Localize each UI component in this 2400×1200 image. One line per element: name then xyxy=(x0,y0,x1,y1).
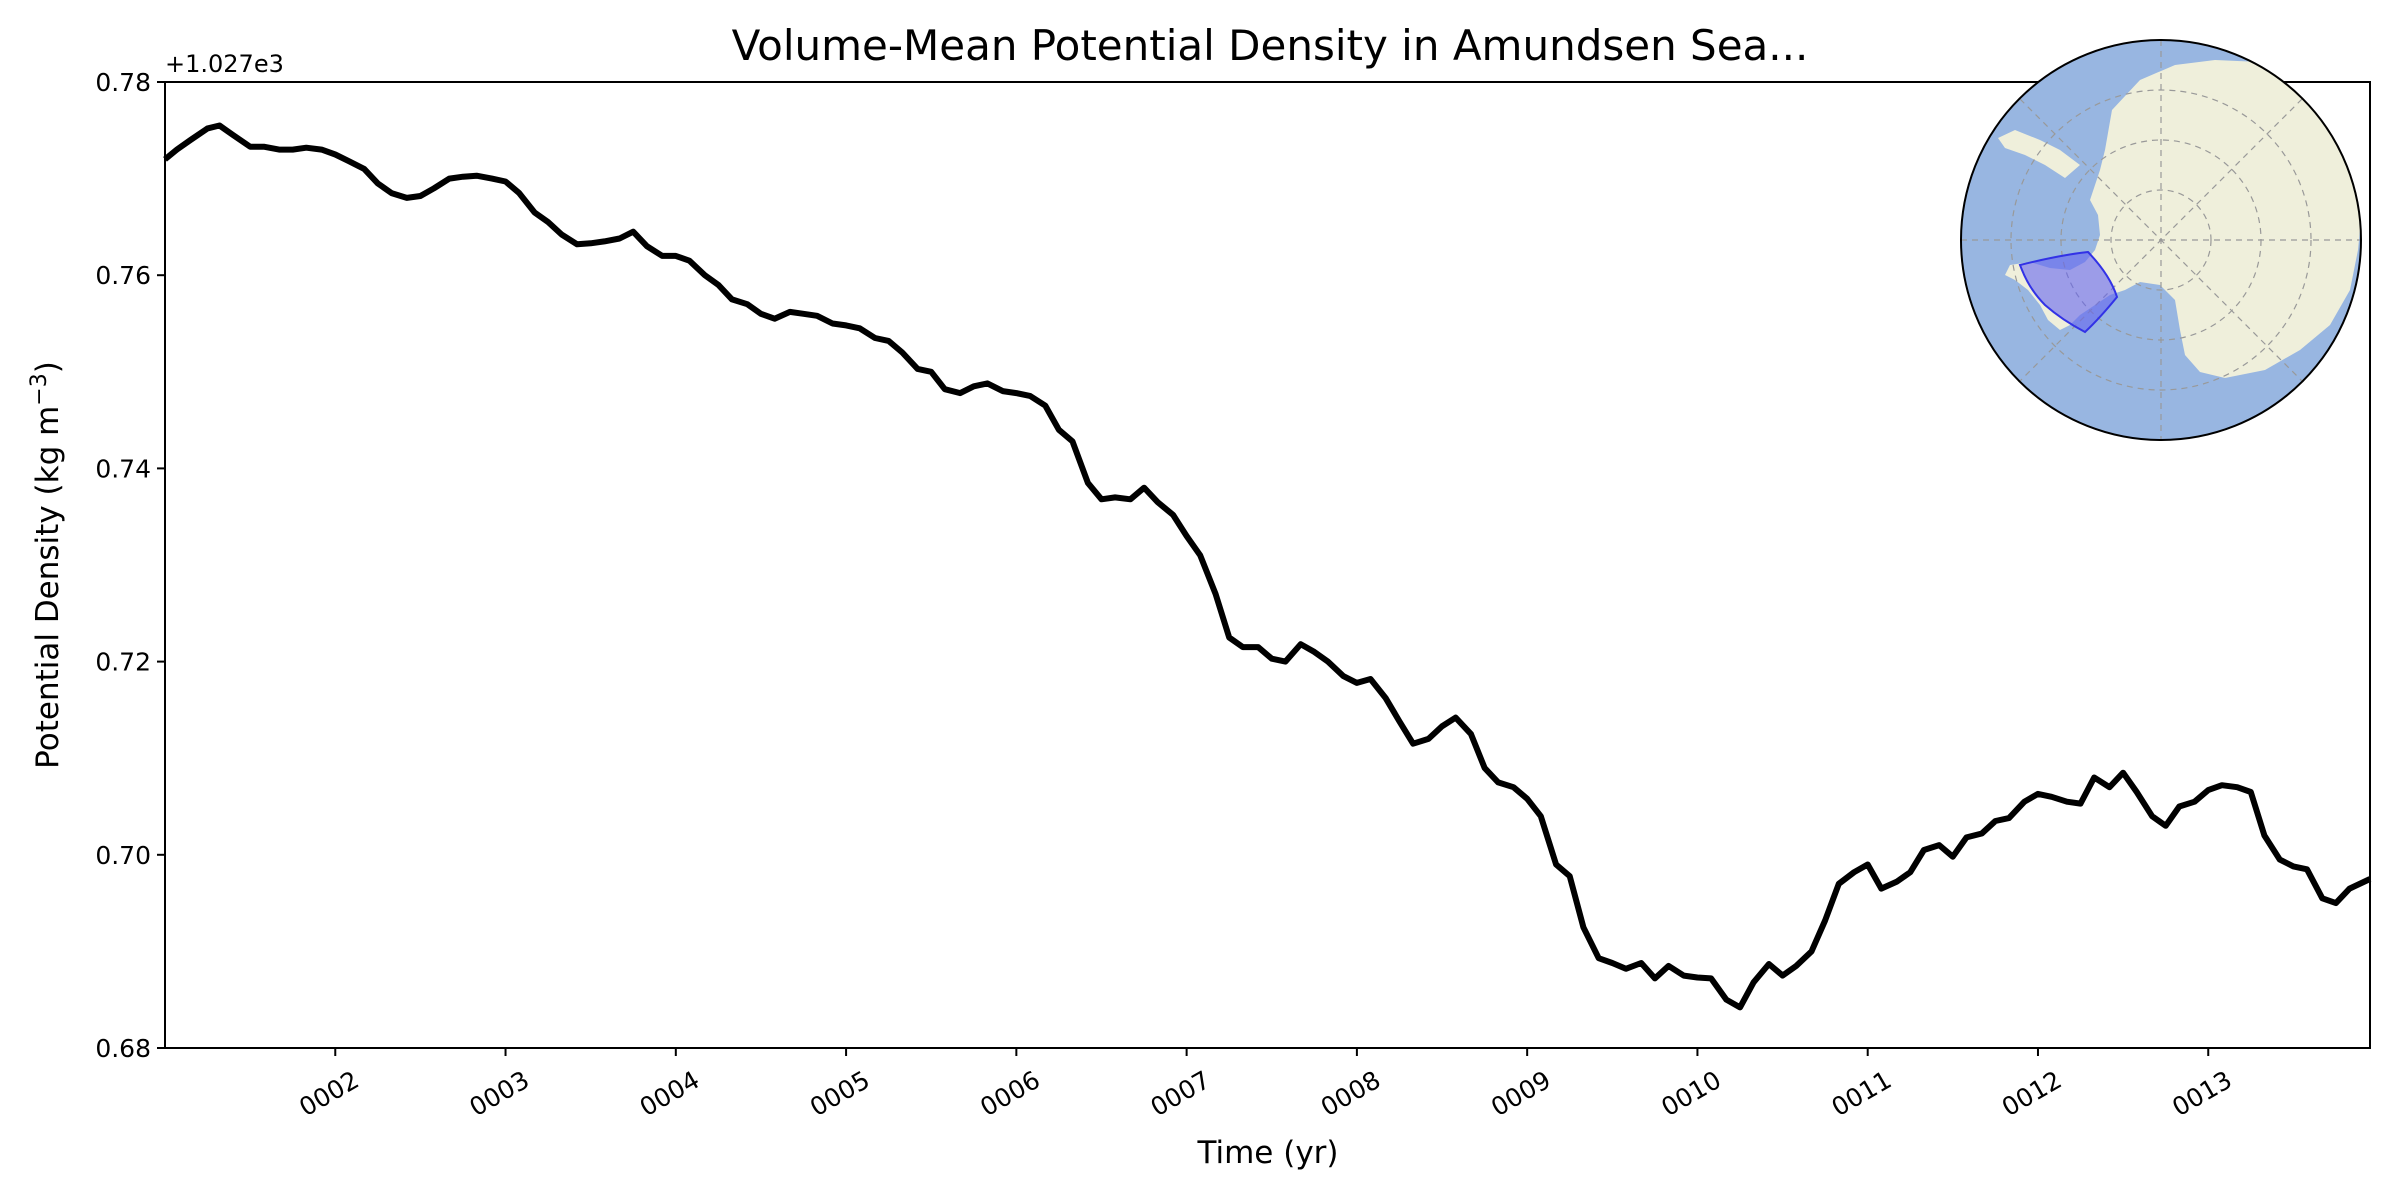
map-amundsen-sea-region xyxy=(2018,250,2119,334)
map-ross-ice-shelf xyxy=(2120,175,2150,215)
y-tick-label: 0.78 xyxy=(95,68,151,97)
y-tick-label: 0.76 xyxy=(95,261,151,290)
x-axis-label: Time (yr) xyxy=(1197,1135,1339,1171)
y-axis-label-suffix: ) xyxy=(30,361,66,373)
y-axis-label-exponent: −3 xyxy=(27,373,52,405)
axes-frame xyxy=(164,81,2371,1049)
y-tick-label: 0.72 xyxy=(95,648,151,677)
map-graticule xyxy=(1961,40,2361,440)
y-axis-label-main: Potential Density (kg m xyxy=(30,406,66,769)
inset-map-antarctica xyxy=(1960,39,2362,441)
series-line xyxy=(163,122,2372,1011)
plot-area xyxy=(163,81,2372,1049)
chart-title: Volume-Mean Potential Density in Amundse… xyxy=(732,21,1809,70)
y-axis-offset-label: +1.027e3 xyxy=(165,50,284,78)
y-axis: 0.68 0.70 0.72 0.74 0.76 0.78 xyxy=(95,68,165,1063)
y-tick-label: 0.74 xyxy=(95,454,151,483)
y-tick-label: 0.68 xyxy=(95,1034,151,1063)
y-tick-label: 0.70 xyxy=(95,841,151,870)
map-border xyxy=(1960,39,2362,441)
y-axis-label: Potential Density (kg m−3) xyxy=(27,361,66,769)
map-antarctic-peninsula xyxy=(1998,130,2080,178)
